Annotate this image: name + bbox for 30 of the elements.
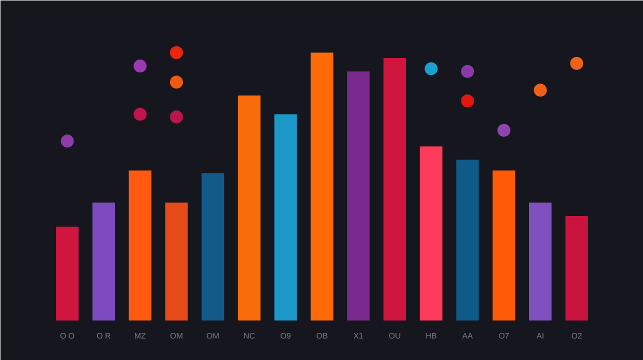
x-tick-label: MZ [134,332,146,340]
bar [274,114,297,320]
bar [310,52,334,320]
bar [165,202,188,320]
x-tick-label: O O [60,332,75,340]
x-tick-label: OB [316,332,328,340]
x-tick-label: AA [462,332,474,340]
x-tick-label: O2 [571,332,583,340]
x-tick-label: O7 [498,332,510,340]
x-tick-label: HB [426,332,437,340]
bar [56,226,79,320]
bar [456,160,479,320]
bar [238,96,261,320]
x-tick-label: OM [206,332,220,340]
x-tick-label: OU [388,332,401,340]
bar [420,146,442,320]
bar [565,216,588,320]
x-tick-label: AI [536,332,544,340]
x-tick-label: X1 [353,332,364,340]
x-tick-label: NC [243,332,256,340]
x-tick-label: OM [170,332,184,340]
bar [202,173,224,320]
x-tick-label: O R [96,332,112,340]
bar [492,170,516,320]
bar [383,58,406,320]
bar [529,202,552,320]
bar [347,71,370,320]
bar [128,170,152,320]
x-tick-label: O9 [280,332,292,340]
bar [92,202,115,320]
